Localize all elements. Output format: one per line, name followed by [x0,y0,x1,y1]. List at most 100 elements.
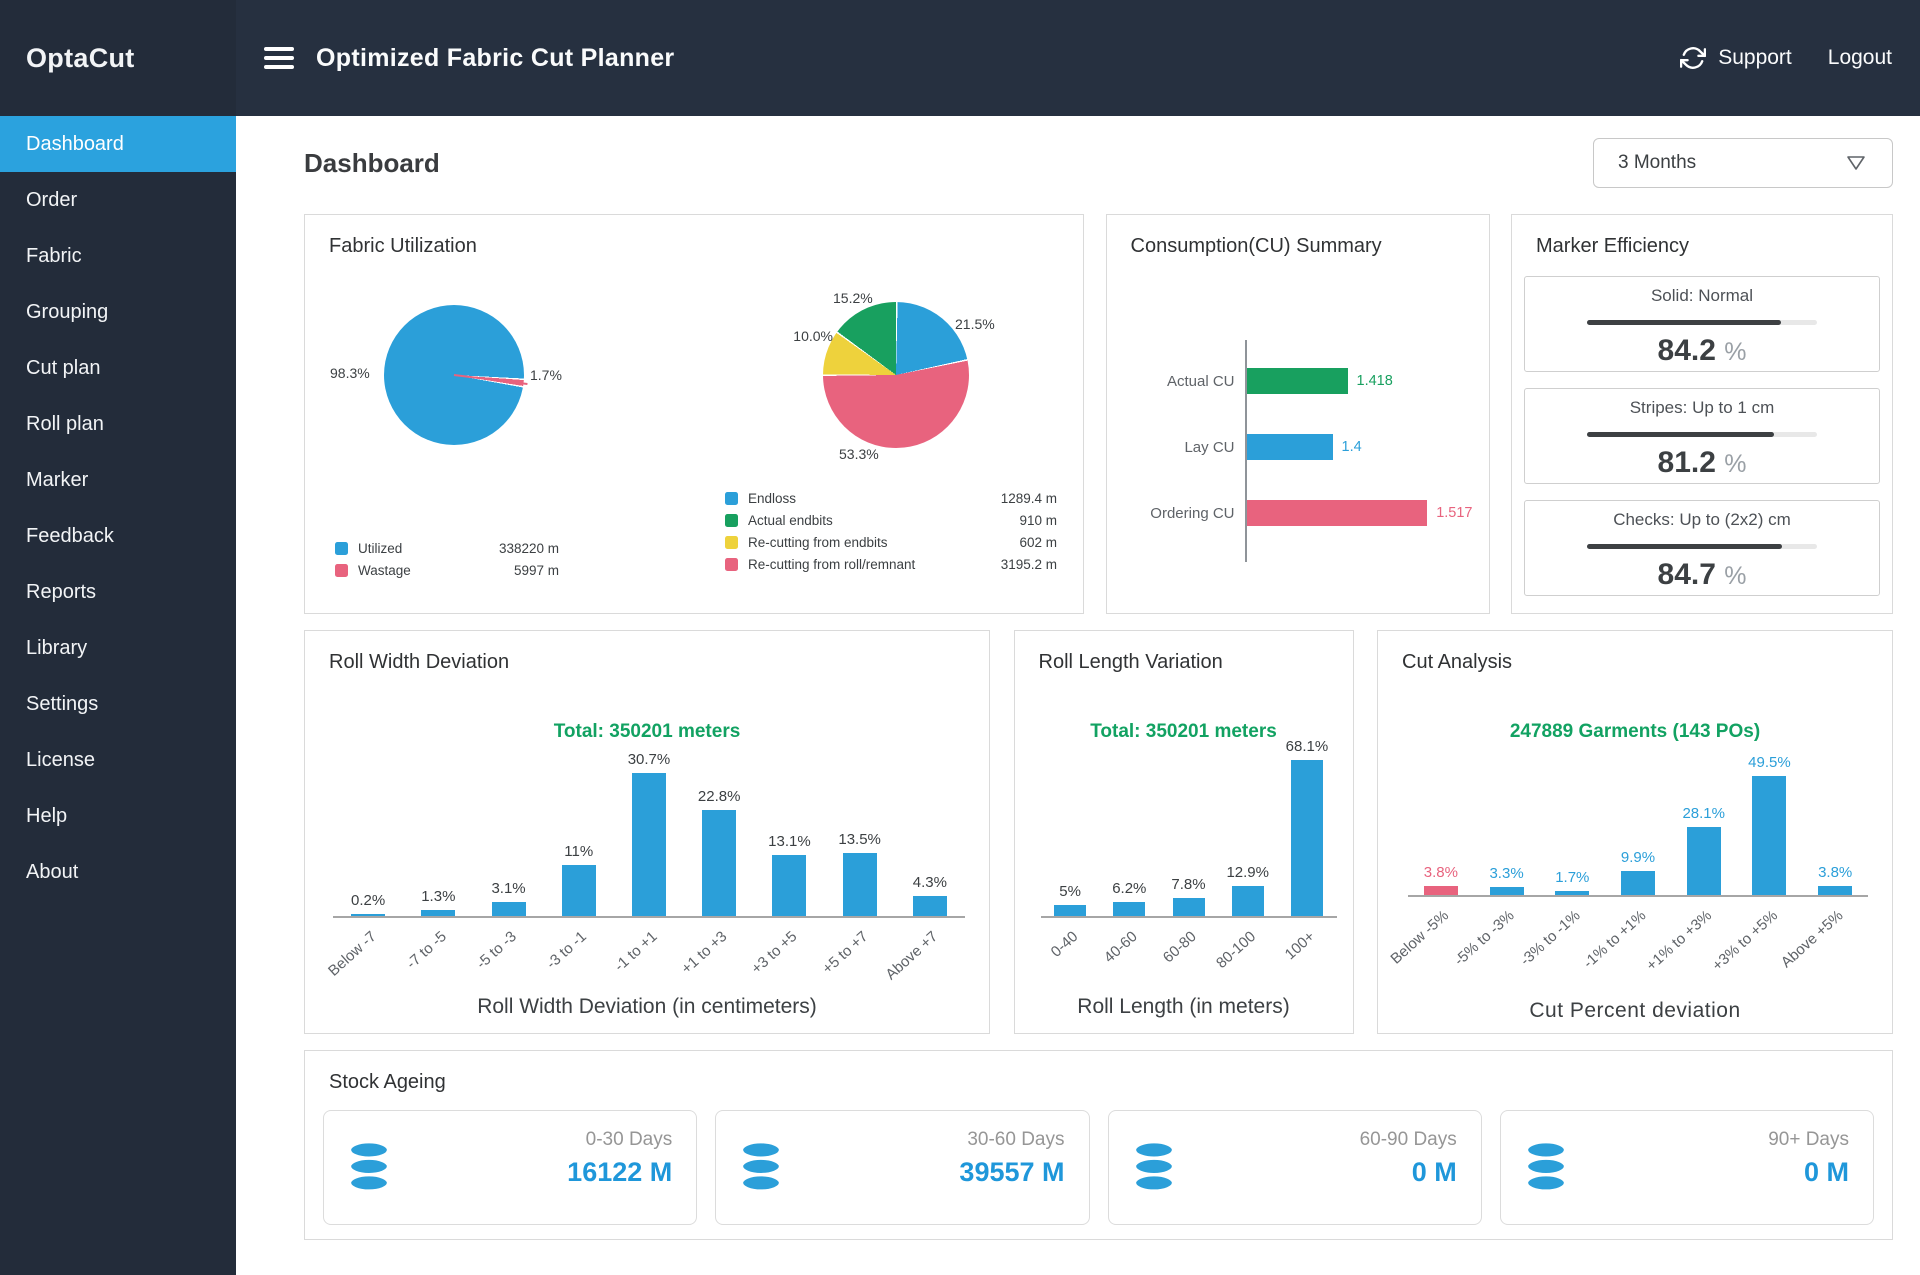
sidebar-item-reports[interactable]: Reports [26,580,97,603]
sidebar-item-help[interactable]: Help [26,804,68,827]
bar-value-label: 68.1% [1285,738,1329,755]
pie-slice-label: 10.0% [793,328,833,344]
progress-bar-fill [1587,320,1781,325]
axis-tick: -5 to -3 [473,918,543,998]
panel-title: Roll Width Deviation [329,651,510,673]
bar-column: 3.1% [473,880,543,916]
panel-title: Roll Length Variation [1038,651,1223,673]
bar [491,902,526,916]
bar-column: 9.9% [1605,849,1671,895]
database-icon [1131,1140,1177,1198]
legend-value: 602 m [1019,534,1057,550]
support-link[interactable]: Support [1718,46,1792,69]
marker-efficiency-card: Checks: Up to (2x2) cm 84.7 % [1524,500,1880,596]
marker-efficiency-cards: Solid: Normal 84.2 % Stripes: Up to 1 cm 81… [1512,276,1892,596]
cut-analysis-chart: 3.8% 3.3% 1.7% 9.9% 28.1% 49.5% 3.8% Below -5% -… [1388,732,1868,997]
stock-card-value: 0 M [1411,1157,1457,1187]
hbar-category-label: Ordering CU [1150,504,1235,522]
bar-column: 49.5% [1737,754,1803,895]
progress-bar-fill [1587,544,1782,549]
bar-value-label: 12.9% [1226,864,1269,881]
bar-column: 7.8% [1159,876,1218,916]
consumption-bar-chart: Actual CU 1.418 Lay CU 1.4 Ordering CU 1.517 [1131,340,1473,562]
refresh-icon[interactable] [1680,45,1707,71]
sidebar-item-about[interactable]: About [26,860,79,883]
axis-tick-label: -7 to -5 [403,928,450,973]
sidebar-item-grouping[interactable]: Grouping [26,300,109,323]
hbar-rows: Actual CU 1.418 Lay CU 1.4 Ordering CU 1.517 [1150,340,1473,562]
axis-tick: 80-100 [1213,918,1277,998]
period-dropdown[interactable]: 3 Months [1593,138,1893,188]
pie-slice-label: 15.2% [833,290,873,306]
sidebar-item-roll-plan[interactable]: Roll plan [26,412,104,435]
legend-row: Wastage 5997 m [335,559,559,581]
axis-tick-label: -3 to -1 [543,928,591,973]
roll-length-variation-chart: 5% 6.2% 7.8% 12.9% 68.1% 0-40 40-60 60-80 80-100… [1040,738,1337,998]
sidebar-item-license[interactable]: License [26,748,95,771]
bar-value-label: 4.3% [912,874,947,891]
axis-tick: 100+ [1277,918,1336,998]
bar-value-label: 22.8% [697,788,741,805]
sidebar-item-library[interactable]: Library [26,636,88,659]
axis-tick: -1 to +1 [611,918,684,998]
fabric-utilization-pie: 98.3% 1.7% [330,305,562,445]
stock-ageing-cards: 0-30 Days 16122 M 30-60 Days 39557 M 60-90 D… [305,1110,1892,1225]
axis-tick-label: +5 to +7 [818,928,872,978]
progress-bar-track [1587,544,1817,549]
axis-tick-label: Below -7 [324,928,380,980]
bar-value-label: 1.3% [421,888,456,905]
bar [1752,776,1787,895]
marker-card-title: Solid: Normal [1650,286,1754,305]
pie-slice-label: 21.5% [955,316,995,332]
bar-value-label: 3.8% [1423,864,1458,881]
bar-column: 3.8% [1408,864,1474,895]
sidebar-item-dashboard[interactable]: Dashboard [0,116,236,172]
bar-value-label: 0.2% [351,892,386,909]
sidebar-item-cut-plan[interactable]: Cut plan [26,356,101,379]
stock-ageing-card-30-60-days: 30-60 Days 39557 M [715,1110,1090,1225]
axis-tick-label: -5 to -3 [473,928,520,973]
progress-bar-fill [1587,432,1774,437]
legend-label: Re-cutting from endbits [748,534,888,550]
fabric-utilization-panel: Fabric Utilization 98.3% 1.7% 15.2% 10.0… [304,214,1084,614]
hbar-value-label: 1.4 [1341,439,1362,455]
axis-tick: -3 to -1 [543,918,614,998]
bar-value-label: 13.1% [768,833,811,850]
chart-subtitle: Total: 350201 meters [1090,721,1277,742]
sidebar-item-order[interactable]: Order [26,188,78,211]
bar-value-label: 7.8% [1171,876,1206,893]
legend-value: 338220 m [498,540,559,556]
axis-tick: -7 to -5 [403,918,473,998]
stock-ageing-panel: Stock Ageing 0-30 Days 16122 M 30-60 Days 3… [304,1050,1893,1240]
sidebar-item-feedback[interactable]: Feedback [26,524,114,547]
axis-tick-label: 0-40 [1047,928,1082,961]
app-logo: OptaCut [26,42,135,73]
bar [631,773,666,916]
marker-card-unit: % [1724,450,1747,478]
legend-value: 1289.4 m [1000,490,1057,506]
sidebar-nav: Dashboard Order Fabric Grouping Cut plan Roll… [0,116,236,900]
axis-tick: Below -7 [325,918,403,998]
page-title: Dashboard [304,147,440,178]
hamburger-menu-icon[interactable] [264,42,294,74]
hbar-category-label: Actual CU [1166,372,1235,390]
sidebar-item-marker[interactable]: Marker [26,468,89,491]
progress-bar-track [1587,320,1817,325]
bar [1290,760,1323,916]
stock-card-label: 30-60 Days [967,1129,1065,1150]
bar [1054,905,1087,916]
sidebar-item-fabric[interactable]: Fabric [26,244,82,267]
bar-column: 13.1% [754,833,824,916]
bar [912,896,947,916]
chevron-down-icon [1847,156,1865,170]
axis-tick-label: +1 to +3 [678,928,731,978]
logout-link[interactable]: Logout [1827,46,1892,69]
legend-label: Wastage [358,562,411,578]
stock-ageing-card-0-30-days: 0-30 Days 16122 M [323,1110,698,1225]
marker-card-unit: % [1724,562,1747,590]
chart-subtitle: 247889 Garments (143 POs) [1509,721,1761,742]
sidebar-item-settings[interactable]: Settings [26,692,99,715]
bar [1555,891,1590,895]
bar-column: 13.5% [825,831,895,916]
